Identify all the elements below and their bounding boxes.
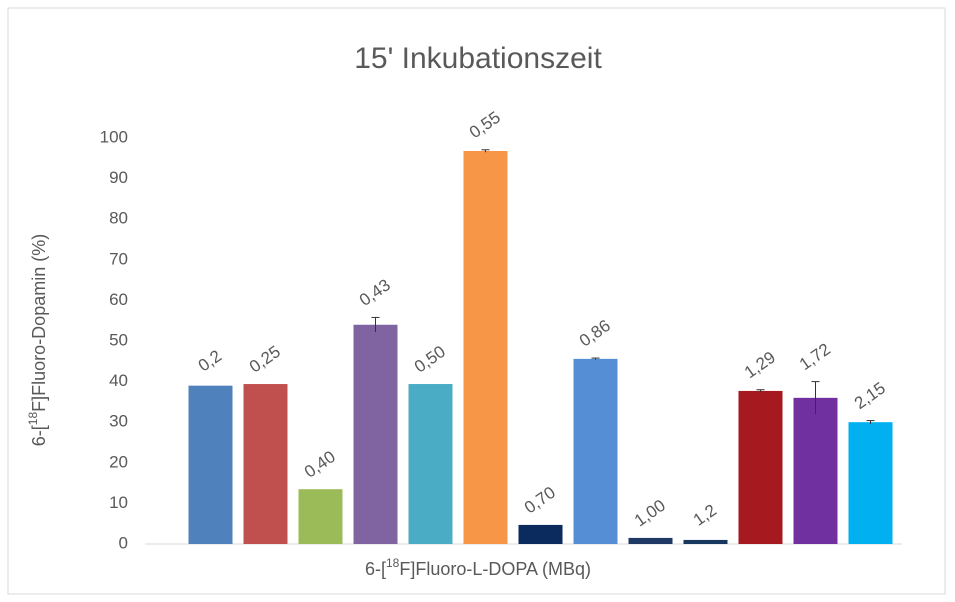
y-tick-label: 40 bbox=[109, 371, 128, 390]
chart-title: 15' Inkubationszeit bbox=[354, 42, 602, 75]
y-label-part: F]Fluoro-Dopamin (%) bbox=[29, 234, 49, 412]
y-tick-label: 30 bbox=[109, 412, 128, 431]
bar bbox=[848, 422, 893, 544]
bar bbox=[573, 358, 618, 544]
x-label-part: F]Fluoro-L-DOPA (MBq) bbox=[399, 559, 591, 579]
bar bbox=[353, 324, 398, 544]
bar bbox=[408, 384, 453, 544]
x-axis-label: 6-[18F]Fluoro-L-DOPA (MBq) bbox=[365, 556, 591, 579]
x-label-part: 6-[ bbox=[365, 559, 386, 579]
bar bbox=[738, 390, 783, 544]
y-tick-label: 90 bbox=[109, 168, 128, 187]
bar bbox=[243, 384, 288, 544]
x-label-sup: 18 bbox=[386, 556, 400, 570]
y-tick-label: 0 bbox=[119, 533, 128, 552]
bar bbox=[463, 150, 508, 544]
bar bbox=[518, 524, 563, 544]
y-tick-label: 100 bbox=[100, 127, 128, 146]
y-tick-label: 70 bbox=[109, 249, 128, 268]
bar bbox=[628, 537, 673, 544]
bar bbox=[683, 539, 728, 544]
bar bbox=[298, 489, 343, 544]
y-tick-label: 10 bbox=[109, 493, 128, 512]
y-axis-label: 6-[18F]Fluoro-Dopamin (%) bbox=[26, 234, 49, 446]
y-label-part: 6-[ bbox=[29, 425, 49, 446]
y-tick-label: 50 bbox=[109, 330, 128, 349]
bar bbox=[188, 385, 233, 544]
y-tick-label: 80 bbox=[109, 209, 128, 228]
y-label-sup: 18 bbox=[26, 412, 40, 426]
y-tick-label: 60 bbox=[109, 290, 128, 309]
bar bbox=[793, 397, 838, 544]
y-tick-label: 20 bbox=[109, 452, 128, 471]
